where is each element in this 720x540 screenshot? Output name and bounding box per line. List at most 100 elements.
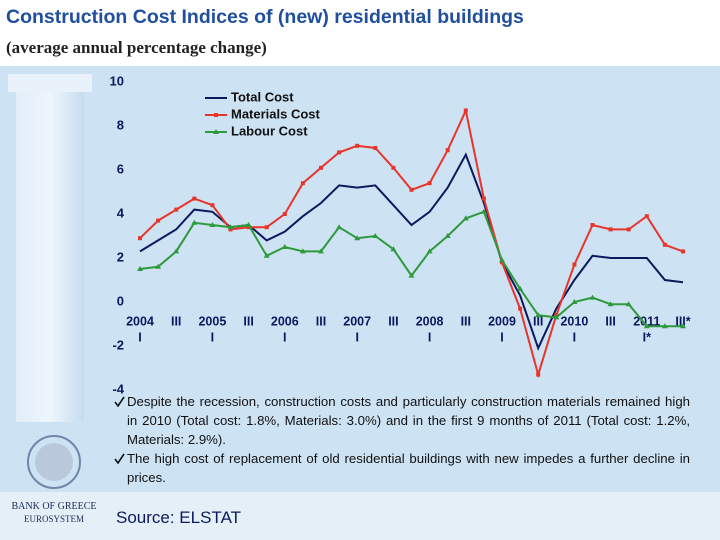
- marker: [518, 306, 523, 311]
- marker: [481, 196, 486, 201]
- marker: [300, 181, 305, 186]
- check-icon: [114, 453, 125, 464]
- marker: [444, 233, 451, 238]
- marker: [499, 257, 505, 263]
- marker: [626, 227, 631, 232]
- marker: [174, 207, 179, 212]
- x-tick-label: III: [316, 314, 326, 328]
- marker: [227, 224, 234, 230]
- marker: [536, 372, 541, 377]
- x-tick-label: 2005: [198, 314, 226, 328]
- marker: [607, 301, 614, 307]
- marker: [608, 227, 613, 232]
- x-tick-label: III*: [675, 314, 690, 328]
- marker: [426, 248, 433, 254]
- y-tick-label: -2: [112, 337, 124, 352]
- column: [16, 92, 84, 422]
- marker: [156, 218, 161, 223]
- marker: [354, 235, 361, 241]
- eurosystem: EUROSYSTEM: [23, 514, 84, 524]
- x-tick-label: III: [533, 314, 543, 328]
- y-tick-label: 0: [117, 293, 124, 308]
- x-tick-label: 2009: [488, 314, 516, 328]
- marker: [337, 150, 342, 155]
- marker: [299, 248, 306, 254]
- y-tick-label: 4: [117, 205, 125, 220]
- x-tick-label: 2004: [126, 314, 154, 328]
- emblem: [27, 435, 81, 489]
- y-tick-label: 6: [117, 161, 124, 176]
- note-text: Despite the recession, construction cost…: [127, 394, 690, 447]
- marker: [336, 224, 343, 230]
- x-tick-label: III: [388, 314, 398, 328]
- marker: [572, 262, 577, 267]
- x-tick-label: I: [573, 330, 576, 344]
- legend-label: Total Cost: [231, 89, 294, 104]
- marker: [281, 244, 288, 249]
- source: Source: ELSTAT: [116, 508, 242, 527]
- subtitle: (average annual percentage change): [6, 38, 267, 57]
- marker: [408, 272, 415, 278]
- bank-name: BANK OF GREECE: [11, 501, 97, 512]
- marker: [319, 165, 323, 170]
- x-tick-label: 2007: [343, 314, 371, 328]
- marker: [590, 223, 595, 227]
- marker: [245, 222, 252, 227]
- note: Despite the recession, construction cost…: [114, 392, 690, 449]
- x-tick-label: I: [500, 330, 503, 344]
- marker: [427, 181, 432, 186]
- x-tick-label: I: [138, 330, 141, 344]
- marker: [246, 225, 251, 230]
- series-line: [139, 107, 684, 379]
- notes: Despite the recession, construction cost…: [114, 392, 690, 487]
- x-tick-label: III: [461, 314, 471, 328]
- x-tick-label: III: [243, 314, 253, 328]
- marker: [228, 227, 233, 232]
- marker: [681, 249, 685, 254]
- marker: [214, 113, 218, 117]
- series-line: [139, 210, 683, 328]
- marker: [155, 263, 162, 269]
- x-tick-label: I: [428, 330, 431, 344]
- marker: [213, 129, 219, 134]
- emblem-center: [35, 443, 73, 481]
- marker: [264, 225, 269, 230]
- marker: [662, 242, 667, 247]
- marker: [373, 146, 378, 150]
- marker: [137, 266, 143, 271]
- x-tick-label: 2010: [560, 314, 588, 328]
- marker: [463, 108, 468, 113]
- x-tick-label: 2006: [271, 314, 299, 328]
- marker: [138, 236, 142, 241]
- marker: [661, 323, 668, 329]
- x-tick-label: I: [355, 330, 358, 344]
- marker: [644, 214, 649, 219]
- title: Construction Cost Indices of (new) resid…: [6, 6, 524, 28]
- marker: [643, 323, 650, 329]
- legend-label: Materials Cost: [231, 106, 321, 121]
- marker: [517, 285, 524, 291]
- check-icon: [114, 396, 125, 407]
- marker: [462, 215, 469, 221]
- marker: [210, 203, 215, 208]
- x-tick-label: 2008: [416, 314, 444, 328]
- marker: [209, 222, 216, 227]
- x-tick-label: III: [171, 314, 181, 328]
- x-tick-label: I*: [643, 330, 651, 344]
- marker: [192, 196, 197, 201]
- marker: [390, 246, 397, 252]
- footer-background: [0, 492, 720, 540]
- marker: [445, 148, 450, 153]
- note: The high cost of replacement of old resi…: [114, 449, 690, 487]
- legend-label: Labour Cost: [231, 123, 308, 138]
- marker: [391, 165, 396, 170]
- y-tick-label: 8: [117, 117, 124, 132]
- marker: [191, 219, 198, 225]
- y-tick-label: 10: [110, 73, 124, 88]
- marker: [571, 299, 578, 304]
- marker: [480, 208, 487, 214]
- marker: [409, 187, 414, 192]
- marker: [535, 312, 542, 318]
